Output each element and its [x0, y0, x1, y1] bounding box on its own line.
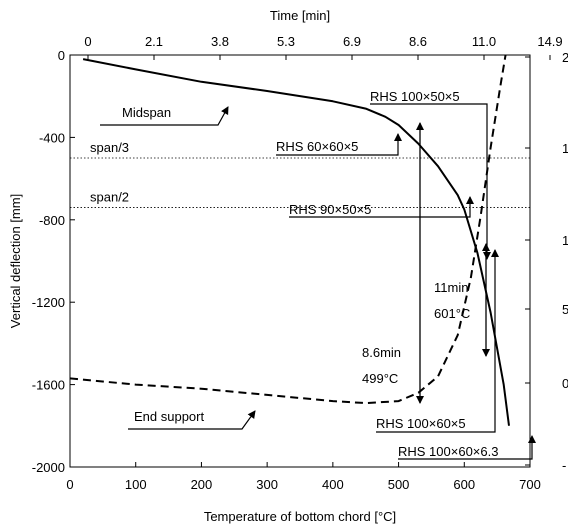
rhs-100-50-5-label: RHS 100×50×5 — [370, 89, 460, 104]
top-tick-label: 8.6 — [409, 34, 427, 49]
x-axis-label: Temperature of bottom chord [°C] — [204, 509, 396, 524]
top-tick-label: 11.0 — [472, 34, 496, 49]
top-tick-label: 6.9 — [343, 34, 361, 49]
rhs-100-60-6-3-label: RHS 100×60×6.3 — [398, 444, 498, 459]
y-tick-label: -2000 — [32, 460, 65, 475]
x-tick-label: 700 — [519, 477, 541, 492]
right-tick-label: 0 — [562, 376, 568, 391]
x-tick-label: 200 — [191, 477, 213, 492]
y-tick-label: -400 — [39, 130, 65, 145]
midspan-label: Midspan — [122, 105, 171, 120]
plot-frame — [69, 54, 531, 468]
rhs-100-60-5-label: RHS 100×60×5 — [376, 416, 466, 431]
right-tick-label: 1 — [562, 233, 568, 248]
x-tick-label: 300 — [256, 477, 278, 492]
end-support-series-line — [70, 55, 507, 405]
reference-line-label: span/3 — [90, 140, 129, 155]
y-axis-label: Vertical deflection [mm] — [8, 194, 23, 328]
top-tick-label: 2.1 — [145, 34, 163, 49]
reference-lines: span/3 span/2 — [70, 140, 530, 208]
top-tick-label: 14.9 — [537, 34, 562, 49]
temp-499-label: 499°C — [362, 371, 398, 386]
x-axis-ticks: 0 100 200 300 400 500 600 700 — [66, 462, 541, 492]
time-8-6-label: 8.6min — [362, 345, 401, 360]
rhs-100-60-6-3-pointer — [398, 435, 536, 460]
y-tick-label: -800 — [39, 213, 65, 228]
rhs-100-60-5-pointer — [376, 249, 499, 433]
temp-601-label: 601°C — [434, 306, 470, 321]
rhs-60-60-5-pointer — [276, 133, 402, 156]
reference-line-label: span/2 — [90, 189, 129, 204]
top-tick-label: 3.8 — [211, 34, 229, 49]
x-tick-label: 100 — [125, 477, 147, 492]
x-tick-label: 0 — [66, 477, 73, 492]
top-tick-label: 0 — [84, 34, 91, 49]
x-tick-label: 500 — [388, 477, 410, 492]
rhs-90-50-5-pointer — [289, 196, 474, 218]
right-tick-label: 1 — [562, 141, 568, 156]
y-tick-label: 0 — [58, 48, 65, 63]
right-tick-label: 5 — [562, 302, 568, 317]
rhs-60-60-5-label: RHS 60×60×5 — [276, 139, 358, 154]
x-tick-label: 600 — [453, 477, 475, 492]
top-axis-label: Time [min] — [270, 8, 330, 23]
rhs-90-50-5-label: RHS 90×50×5 — [289, 202, 371, 217]
right-tick-label: - — [562, 458, 566, 473]
top-tick-label: 5.3 — [277, 34, 295, 49]
end-support-label: End support — [134, 409, 204, 424]
annotations: Midspan End support RHS 100×50×5 RHS 60×… — [100, 89, 536, 460]
top-time-axis-ticks: 0 2.1 3.8 5.3 6.9 8.6 11.0 14.9 — [84, 34, 563, 60]
y-tick-label: -1600 — [32, 378, 65, 393]
time-11-label: 11min — [434, 280, 468, 295]
y-tick-label: -1200 — [32, 295, 65, 310]
rhs-100-50-5-pointer — [370, 103, 491, 260]
right-tick-label: 2 — [562, 50, 568, 65]
y-axis-ticks: 0 -400 -800 -1200 -1600 -2000 — [32, 48, 75, 475]
right-axis-ticks: 2 1 1 5 0 - — [525, 50, 568, 473]
end-support-pointer — [128, 410, 256, 430]
midspan-pointer — [100, 106, 229, 126]
x-tick-label: 400 — [322, 477, 344, 492]
